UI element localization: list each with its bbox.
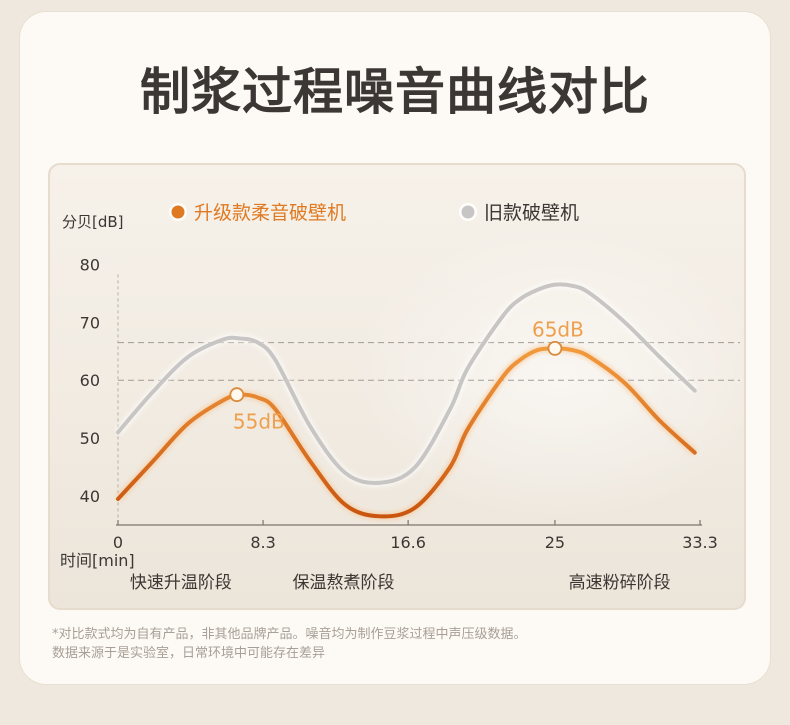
legend-label-upgraded: 升级款柔音破壁机 [194, 202, 346, 224]
peak-label: 65dB [532, 317, 584, 341]
y-tick-label: 40 [80, 487, 100, 506]
legend-marker-upgraded [171, 205, 185, 219]
series-old-line [116, 282, 697, 485]
legend-marker-old [461, 205, 475, 219]
y-axis-label: 分贝[dB] [62, 213, 124, 231]
x-axis-label: 时间[min] [60, 551, 135, 570]
chart-panel: 升级款柔音破壁机 旧款破壁机分贝[dB] 40 50 60 70 80 0 8.3 16.6 25 3… [48, 163, 746, 610]
series-upgraded-glow [115, 344, 698, 520]
x-tick-label: 8.3 [250, 533, 275, 552]
footnote-line-2: 数据来源于是实验室，日常环境中可能存在差异 [52, 646, 326, 661]
page-title: 制浆过程噪音曲线对比 [140, 63, 650, 121]
y-tick-label: 80 [80, 255, 100, 274]
x-tick-label: 33.3 [682, 533, 718, 552]
y-tick-label: 50 [80, 429, 100, 448]
x-tick-label: 25 [545, 533, 565, 552]
x-tick-label: 16.6 [390, 533, 426, 552]
peak-marker [229, 387, 245, 403]
y-tick-label: 60 [80, 371, 100, 390]
peak-label: 55dB [233, 410, 285, 434]
x-tick-label: 0 [113, 533, 123, 552]
footnote-line-1: *对比款式均为自有产品，非其他品牌产品。噪音均为制作豆浆过程中声压级数据。 [52, 627, 527, 642]
series-old-glow [114, 280, 698, 487]
stage-label: 快速升温阶段 [130, 573, 232, 593]
footnote: *对比款式均为自有产品，非其他品牌产品。噪音均为制作豆浆过程中声压级数据。 数据… [52, 625, 752, 663]
stage-label: 保温熬煮阶段 [292, 572, 394, 593]
legend-label-old: 旧款破壁机 [484, 202, 579, 224]
stage-label: 高速粉碎阶段 [569, 573, 671, 593]
y-tick-label: 70 [80, 313, 100, 332]
peak-marker [547, 340, 563, 356]
